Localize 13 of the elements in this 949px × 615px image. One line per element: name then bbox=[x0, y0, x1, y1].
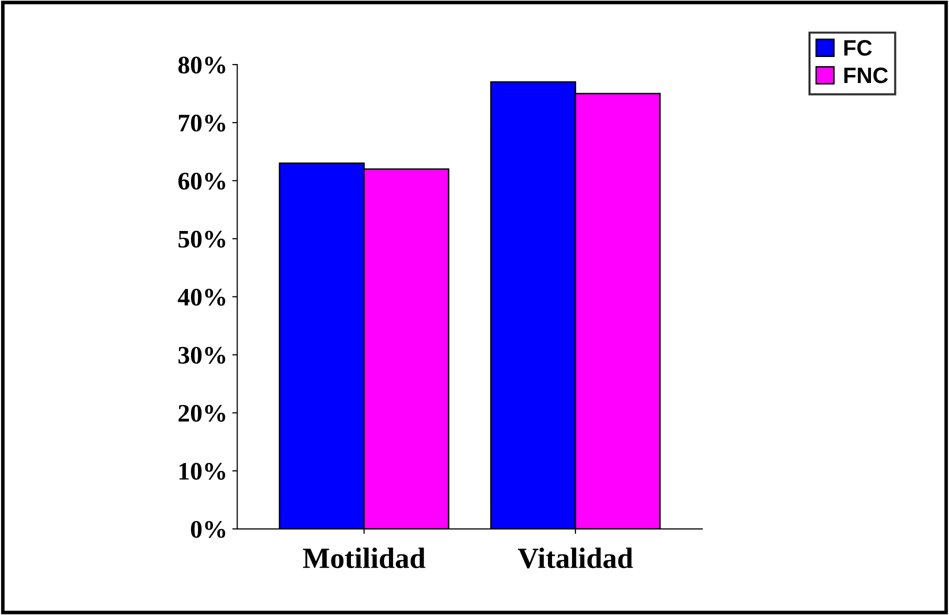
y-tick-label: 80% bbox=[178, 56, 226, 74]
y-tick-label: 40% bbox=[178, 288, 226, 306]
y-tick-label: 20% bbox=[178, 404, 226, 422]
y-tick-label: 60% bbox=[178, 172, 226, 190]
y-tick-label: 70% bbox=[178, 114, 226, 132]
y-tick-label: 0% bbox=[190, 520, 226, 538]
legend-label: FNC bbox=[844, 68, 888, 84]
y-tick-label: 30% bbox=[178, 346, 226, 364]
x-tick-label: Motilidad bbox=[302, 548, 426, 568]
legend-label: FC bbox=[844, 40, 872, 56]
y-tick-label: 50% bbox=[178, 230, 226, 248]
x-tick-label: Vitalidad bbox=[518, 548, 633, 568]
y-tick-label: 10% bbox=[180, 462, 226, 480]
